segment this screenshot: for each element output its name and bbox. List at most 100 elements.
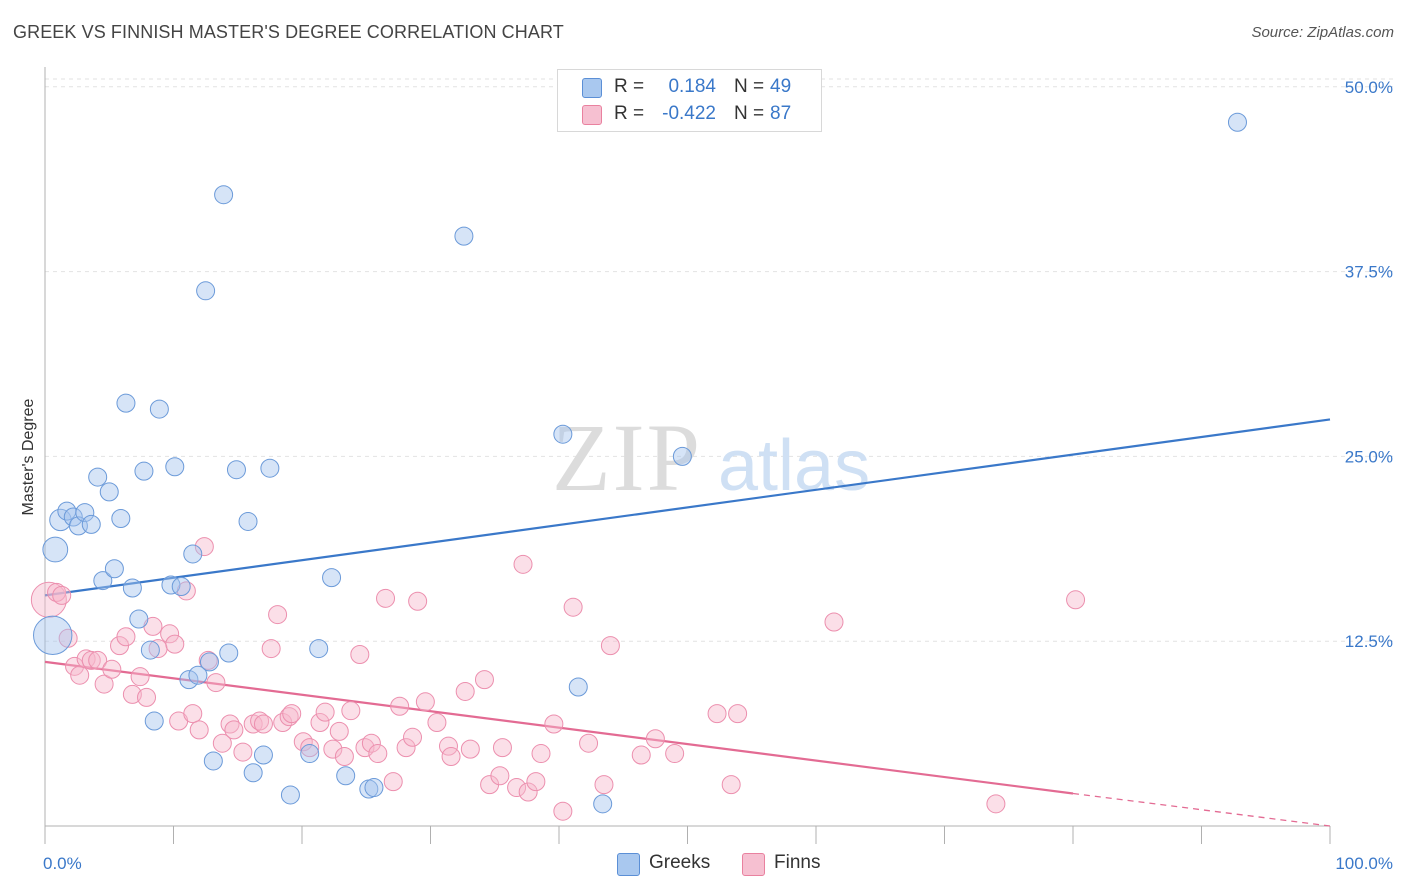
greeks-point <box>144 711 164 731</box>
finns-point <box>986 794 1006 814</box>
watermark-zip: ZIP <box>552 404 702 511</box>
greeks-point <box>672 446 692 466</box>
finns-point <box>102 659 122 679</box>
greeks-point <box>196 281 216 301</box>
y-axis-label: Master's Degree <box>20 398 37 516</box>
greeks-point <box>33 615 73 655</box>
finns-point <box>189 720 209 740</box>
finns-point <box>553 801 573 821</box>
greeks-legend-label: Greeks <box>649 852 711 873</box>
greeks-point <box>203 751 223 771</box>
greeks-point <box>88 467 108 487</box>
finns-trend-extension <box>1072 792 1331 827</box>
finns-trend-line <box>44 660 1074 795</box>
watermark-atlas: atlas <box>718 426 870 506</box>
finns-point <box>220 714 240 734</box>
finns-point <box>350 645 370 665</box>
greeks-point <box>99 482 119 502</box>
finns-point <box>122 684 142 704</box>
greeks-point <box>116 393 136 413</box>
finns-point <box>315 702 335 722</box>
finns-point <box>368 744 388 764</box>
finns-point <box>300 738 320 758</box>
finns-point <box>579 733 599 753</box>
finns-point <box>474 670 494 690</box>
finns-swatch <box>582 105 602 125</box>
greeks-point <box>309 639 329 659</box>
greeks-point <box>238 511 258 531</box>
greeks-point <box>214 185 234 205</box>
greeks-point <box>553 424 573 444</box>
finns-point <box>544 714 564 734</box>
r-label: R = <box>614 76 645 97</box>
r-label: R = <box>614 103 645 124</box>
finns-point <box>507 778 527 798</box>
greeks-point <box>81 514 101 534</box>
greeks-point <box>122 578 142 598</box>
finns-point <box>415 692 435 712</box>
finns-point <box>183 704 203 724</box>
n-value: 87 <box>770 103 792 124</box>
finns-point <box>441 747 461 767</box>
finns-point <box>1066 590 1086 610</box>
finns-point <box>645 729 665 749</box>
finns-point <box>563 597 583 617</box>
finns-point <box>455 681 475 701</box>
greeks-point <box>226 460 246 480</box>
finns-point <box>47 582 67 602</box>
finns-legend-label: Finns <box>774 852 821 873</box>
finns-point <box>518 782 538 802</box>
greeks-point <box>336 766 356 786</box>
greeks-point <box>75 503 95 523</box>
greeks-point <box>219 643 239 663</box>
greeks-point <box>260 458 280 478</box>
finns-point <box>160 624 180 644</box>
finns-point <box>665 744 685 764</box>
n-value: 49 <box>770 76 792 97</box>
finns-point <box>198 650 218 670</box>
finns-point <box>88 650 108 670</box>
greeks-point <box>93 571 113 591</box>
series-legend: Greeks Finns <box>0 852 1406 878</box>
greeks-point <box>300 744 320 764</box>
finns-point <box>594 775 614 795</box>
axes <box>44 67 1331 844</box>
finns-point <box>279 707 299 727</box>
finns-point <box>631 745 651 765</box>
source-label: Source: ZipAtlas.com <box>1251 24 1394 41</box>
greeks-point <box>161 575 181 595</box>
finns-point <box>824 612 844 632</box>
greeks-point <box>243 763 263 783</box>
greeks-point <box>253 745 273 765</box>
finns-point <box>341 701 361 721</box>
watermark: ZIP atlas <box>552 404 870 511</box>
greeks-point <box>165 457 185 477</box>
greeks-point <box>1227 112 1247 132</box>
finns-point <box>261 639 281 659</box>
greeks-point <box>199 652 219 672</box>
greeks-point <box>364 778 384 798</box>
x-tick-label: 0.0% <box>43 854 82 873</box>
greeks-point <box>593 794 613 814</box>
finns-point <box>94 674 114 694</box>
finns-point <box>224 720 244 740</box>
finns-point <box>390 696 410 716</box>
finns-point <box>334 747 354 767</box>
finns-point <box>403 727 423 747</box>
finns-point <box>137 687 157 707</box>
finns-points <box>30 537 1086 821</box>
finns-point <box>65 656 85 676</box>
greeks-point <box>179 670 199 690</box>
finns-point <box>250 711 270 731</box>
greeks-point <box>104 559 124 579</box>
greeks-point <box>454 226 474 246</box>
finns-point <box>130 667 150 687</box>
tick-labels: 12.5% 25.0% 37.5% 50.0% 0.0% 100.0% <box>43 78 1393 873</box>
finns-point <box>253 714 273 734</box>
finns-point <box>460 739 480 759</box>
greeks-point <box>188 665 208 685</box>
greeks-point <box>183 544 203 564</box>
greeks-point <box>568 677 588 697</box>
greeks-points <box>33 112 1247 814</box>
greeks-swatch <box>582 78 602 98</box>
